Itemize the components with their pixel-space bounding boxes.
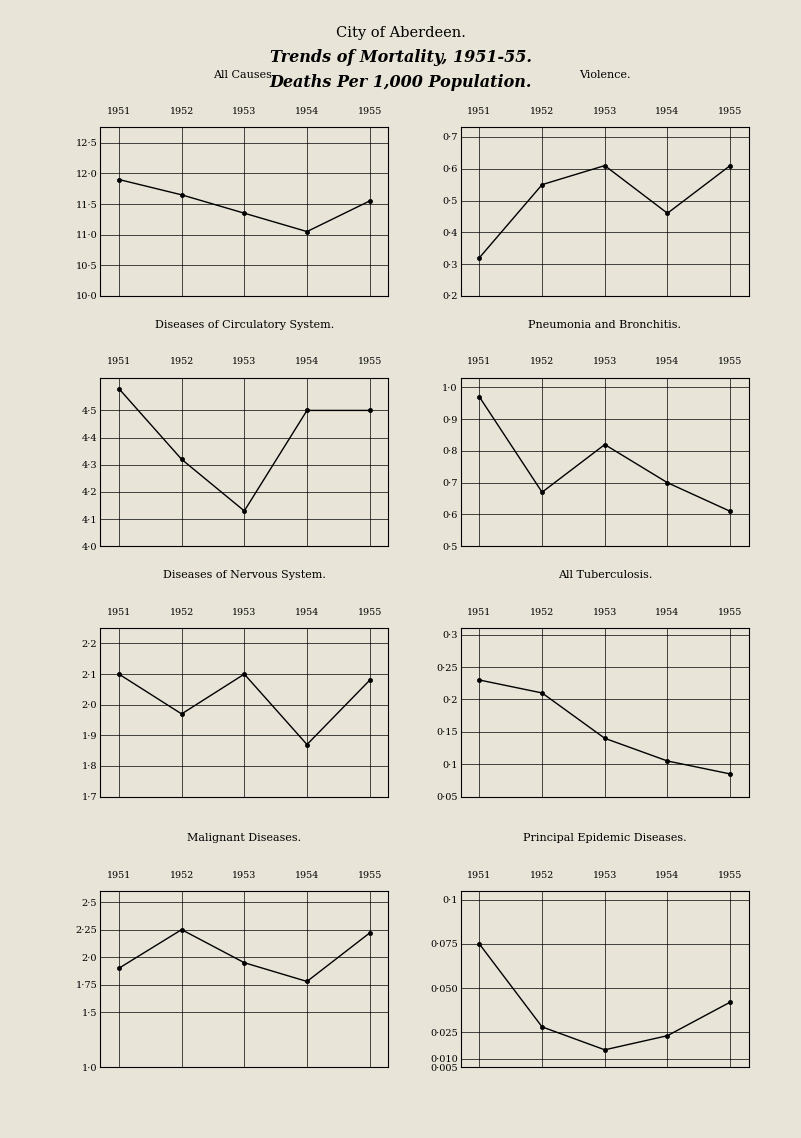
Text: 1952: 1952 <box>530 608 554 617</box>
Text: 1952: 1952 <box>170 107 194 116</box>
Text: 1954: 1954 <box>295 357 319 366</box>
Text: 1953: 1953 <box>593 107 617 116</box>
Text: City of Aberdeen.: City of Aberdeen. <box>336 26 465 40</box>
Text: Diseases of Nervous System.: Diseases of Nervous System. <box>163 570 326 580</box>
Text: All Causes.: All Causes. <box>213 69 276 80</box>
Text: 1955: 1955 <box>718 871 743 880</box>
Text: 1953: 1953 <box>593 608 617 617</box>
Text: Pneumonia and Bronchitis.: Pneumonia and Bronchitis. <box>528 320 682 330</box>
Text: 1951: 1951 <box>467 107 492 116</box>
Text: 1953: 1953 <box>232 608 256 617</box>
Text: 1955: 1955 <box>718 107 743 116</box>
Text: 1952: 1952 <box>170 357 194 366</box>
Text: 1953: 1953 <box>232 107 256 116</box>
Text: Principal Epidemic Diseases.: Principal Epidemic Diseases. <box>523 833 686 843</box>
Text: 1954: 1954 <box>655 357 679 366</box>
Text: 1952: 1952 <box>530 357 554 366</box>
Text: 1951: 1951 <box>467 871 492 880</box>
Text: 1954: 1954 <box>655 608 679 617</box>
Text: 1955: 1955 <box>718 357 743 366</box>
Text: 1955: 1955 <box>357 871 382 880</box>
Text: 1952: 1952 <box>170 608 194 617</box>
Text: 1954: 1954 <box>655 107 679 116</box>
Text: 1951: 1951 <box>467 608 492 617</box>
Text: 1955: 1955 <box>357 608 382 617</box>
Text: 1952: 1952 <box>530 107 554 116</box>
Text: 1951: 1951 <box>467 357 492 366</box>
Text: 1955: 1955 <box>357 107 382 116</box>
Text: 1951: 1951 <box>107 107 131 116</box>
Text: 1953: 1953 <box>232 871 256 880</box>
Text: Diseases of Circulatory System.: Diseases of Circulatory System. <box>155 320 334 330</box>
Text: 1953: 1953 <box>593 357 617 366</box>
Text: 1954: 1954 <box>655 871 679 880</box>
Text: 1951: 1951 <box>107 357 131 366</box>
Text: 1953: 1953 <box>593 871 617 880</box>
Text: All Tuberculosis.: All Tuberculosis. <box>557 570 652 580</box>
Text: 1954: 1954 <box>295 608 319 617</box>
Text: Deaths Per 1,000 Population.: Deaths Per 1,000 Population. <box>269 74 532 91</box>
Text: 1955: 1955 <box>357 357 382 366</box>
Text: 1955: 1955 <box>718 608 743 617</box>
Text: 1954: 1954 <box>295 107 319 116</box>
Text: 1951: 1951 <box>107 871 131 880</box>
Text: 1953: 1953 <box>232 357 256 366</box>
Text: 1952: 1952 <box>530 871 554 880</box>
Text: Trends of Mortality, 1951-55.: Trends of Mortality, 1951-55. <box>269 49 532 66</box>
Text: Malignant Diseases.: Malignant Diseases. <box>187 833 301 843</box>
Text: 1951: 1951 <box>107 608 131 617</box>
Text: Violence.: Violence. <box>579 69 630 80</box>
Text: 1952: 1952 <box>170 871 194 880</box>
Text: 1954: 1954 <box>295 871 319 880</box>
